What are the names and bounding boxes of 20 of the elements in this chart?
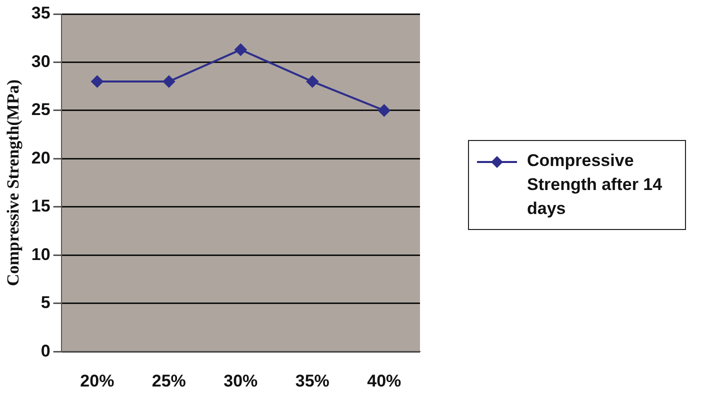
x-tick-label: 35%: [295, 371, 330, 390]
y-tick-label: 10: [31, 244, 50, 264]
point: [162, 76, 175, 88]
y-axis-title: Compressive Strength(MPa): [4, 79, 23, 286]
y-tick-label: 30: [31, 52, 50, 71]
point: [378, 104, 390, 116]
y-tick-label: 5: [40, 293, 50, 312]
y-tick-label: 25: [31, 100, 50, 120]
y-tick-label: 15: [31, 196, 50, 216]
y-tick-label: 0: [40, 341, 50, 360]
x-tick-label: 30%: [224, 371, 258, 390]
x-tick-label: 40%: [367, 371, 402, 390]
y-tick-label: 20: [31, 148, 50, 168]
legend-label: Compressive Strength after 14 days: [527, 150, 664, 220]
point: [306, 76, 318, 88]
point: [91, 76, 104, 88]
point: [234, 44, 247, 56]
x-tick-label: 25%: [152, 371, 186, 390]
y-tick-label: 35: [31, 4, 50, 23]
x-tick-label: 20%: [80, 371, 114, 390]
